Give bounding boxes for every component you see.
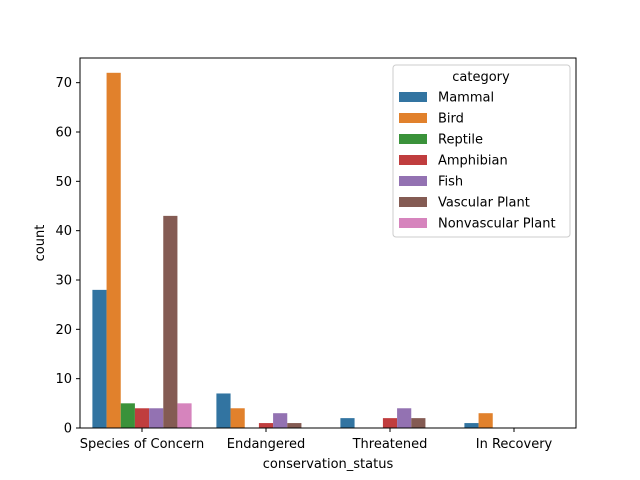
legend-box — [392, 64, 571, 238]
bar-reptile-0 — [120, 403, 135, 428]
legend-label: Reptile — [438, 133, 483, 148]
legend: category Mammal Bird Reptile Amphibian Fish V… — [392, 64, 571, 238]
legend-label: Bird — [438, 112, 464, 127]
bar-fish-2 — [397, 408, 412, 428]
y-axis-label: count — [33, 225, 48, 262]
legend-swatch — [399, 218, 427, 228]
bar-mammal-1 — [216, 393, 231, 428]
y-tick-label: 50 — [55, 175, 72, 190]
bar-mammal-0 — [92, 289, 107, 428]
y-tick-label: 10 — [55, 372, 72, 387]
legend-label: Nonvascular Plant — [438, 217, 556, 232]
legend-swatch — [399, 155, 427, 165]
y-tick-label: 0 — [64, 422, 72, 437]
y-tick-label: 40 — [55, 224, 72, 239]
legend-swatch — [399, 92, 427, 102]
legend-title: category — [452, 70, 510, 85]
axes-group — [79, 57, 577, 429]
legend-label: Fish — [438, 175, 463, 190]
bar-amphibian-0 — [134, 408, 150, 428]
x-tick-label: In Recovery — [476, 437, 553, 452]
x-ticks: Species of Concern Endangered Threatened In… — [80, 428, 553, 452]
legend-swatch — [399, 176, 427, 186]
y-tick-label: 20 — [55, 323, 72, 338]
plot-frame — [79, 57, 577, 429]
bar-amphibian-1 — [258, 423, 274, 428]
x-axis-label: conservation_status — [263, 457, 394, 472]
y-tick-label: 60 — [55, 126, 72, 141]
bar-fish-1 — [273, 413, 288, 428]
x-tick-label: Threatened — [352, 437, 428, 452]
bars-group — [92, 72, 493, 429]
bar-fish-0 — [149, 408, 164, 428]
bar-mammal-3 — [464, 423, 479, 428]
bar-bird-1 — [230, 408, 245, 428]
legend-items: Mammal Bird Reptile Amphibian Fish Vascular P… — [399, 91, 556, 232]
y-tick-label: 70 — [55, 76, 72, 91]
legend-label: Mammal — [438, 91, 494, 106]
legend-swatch — [399, 134, 427, 144]
x-tick-label: Species of Concern — [80, 437, 205, 452]
y-ticks: 0 10 20 30 40 50 60 70 — [55, 76, 80, 437]
legend-swatch — [399, 113, 427, 123]
y-tick-label: 30 — [55, 274, 72, 289]
bar-vascular-plant-0 — [163, 215, 178, 428]
x-tick-label: Endangered — [227, 437, 305, 452]
bar-bird-0 — [106, 72, 121, 429]
bar-vascular-plant-2 — [411, 418, 426, 428]
legend-label: Vascular Plant — [438, 196, 530, 211]
bar-mammal-2 — [340, 418, 355, 428]
legend-label: Amphibian — [438, 154, 508, 169]
bar-bird-3 — [478, 413, 493, 428]
bar-vascular-plant-1 — [287, 423, 302, 428]
bar-amphibian-2 — [382, 418, 398, 428]
legend-swatch — [399, 197, 427, 207]
bar-nonvascular-plant-0 — [177, 403, 192, 428]
